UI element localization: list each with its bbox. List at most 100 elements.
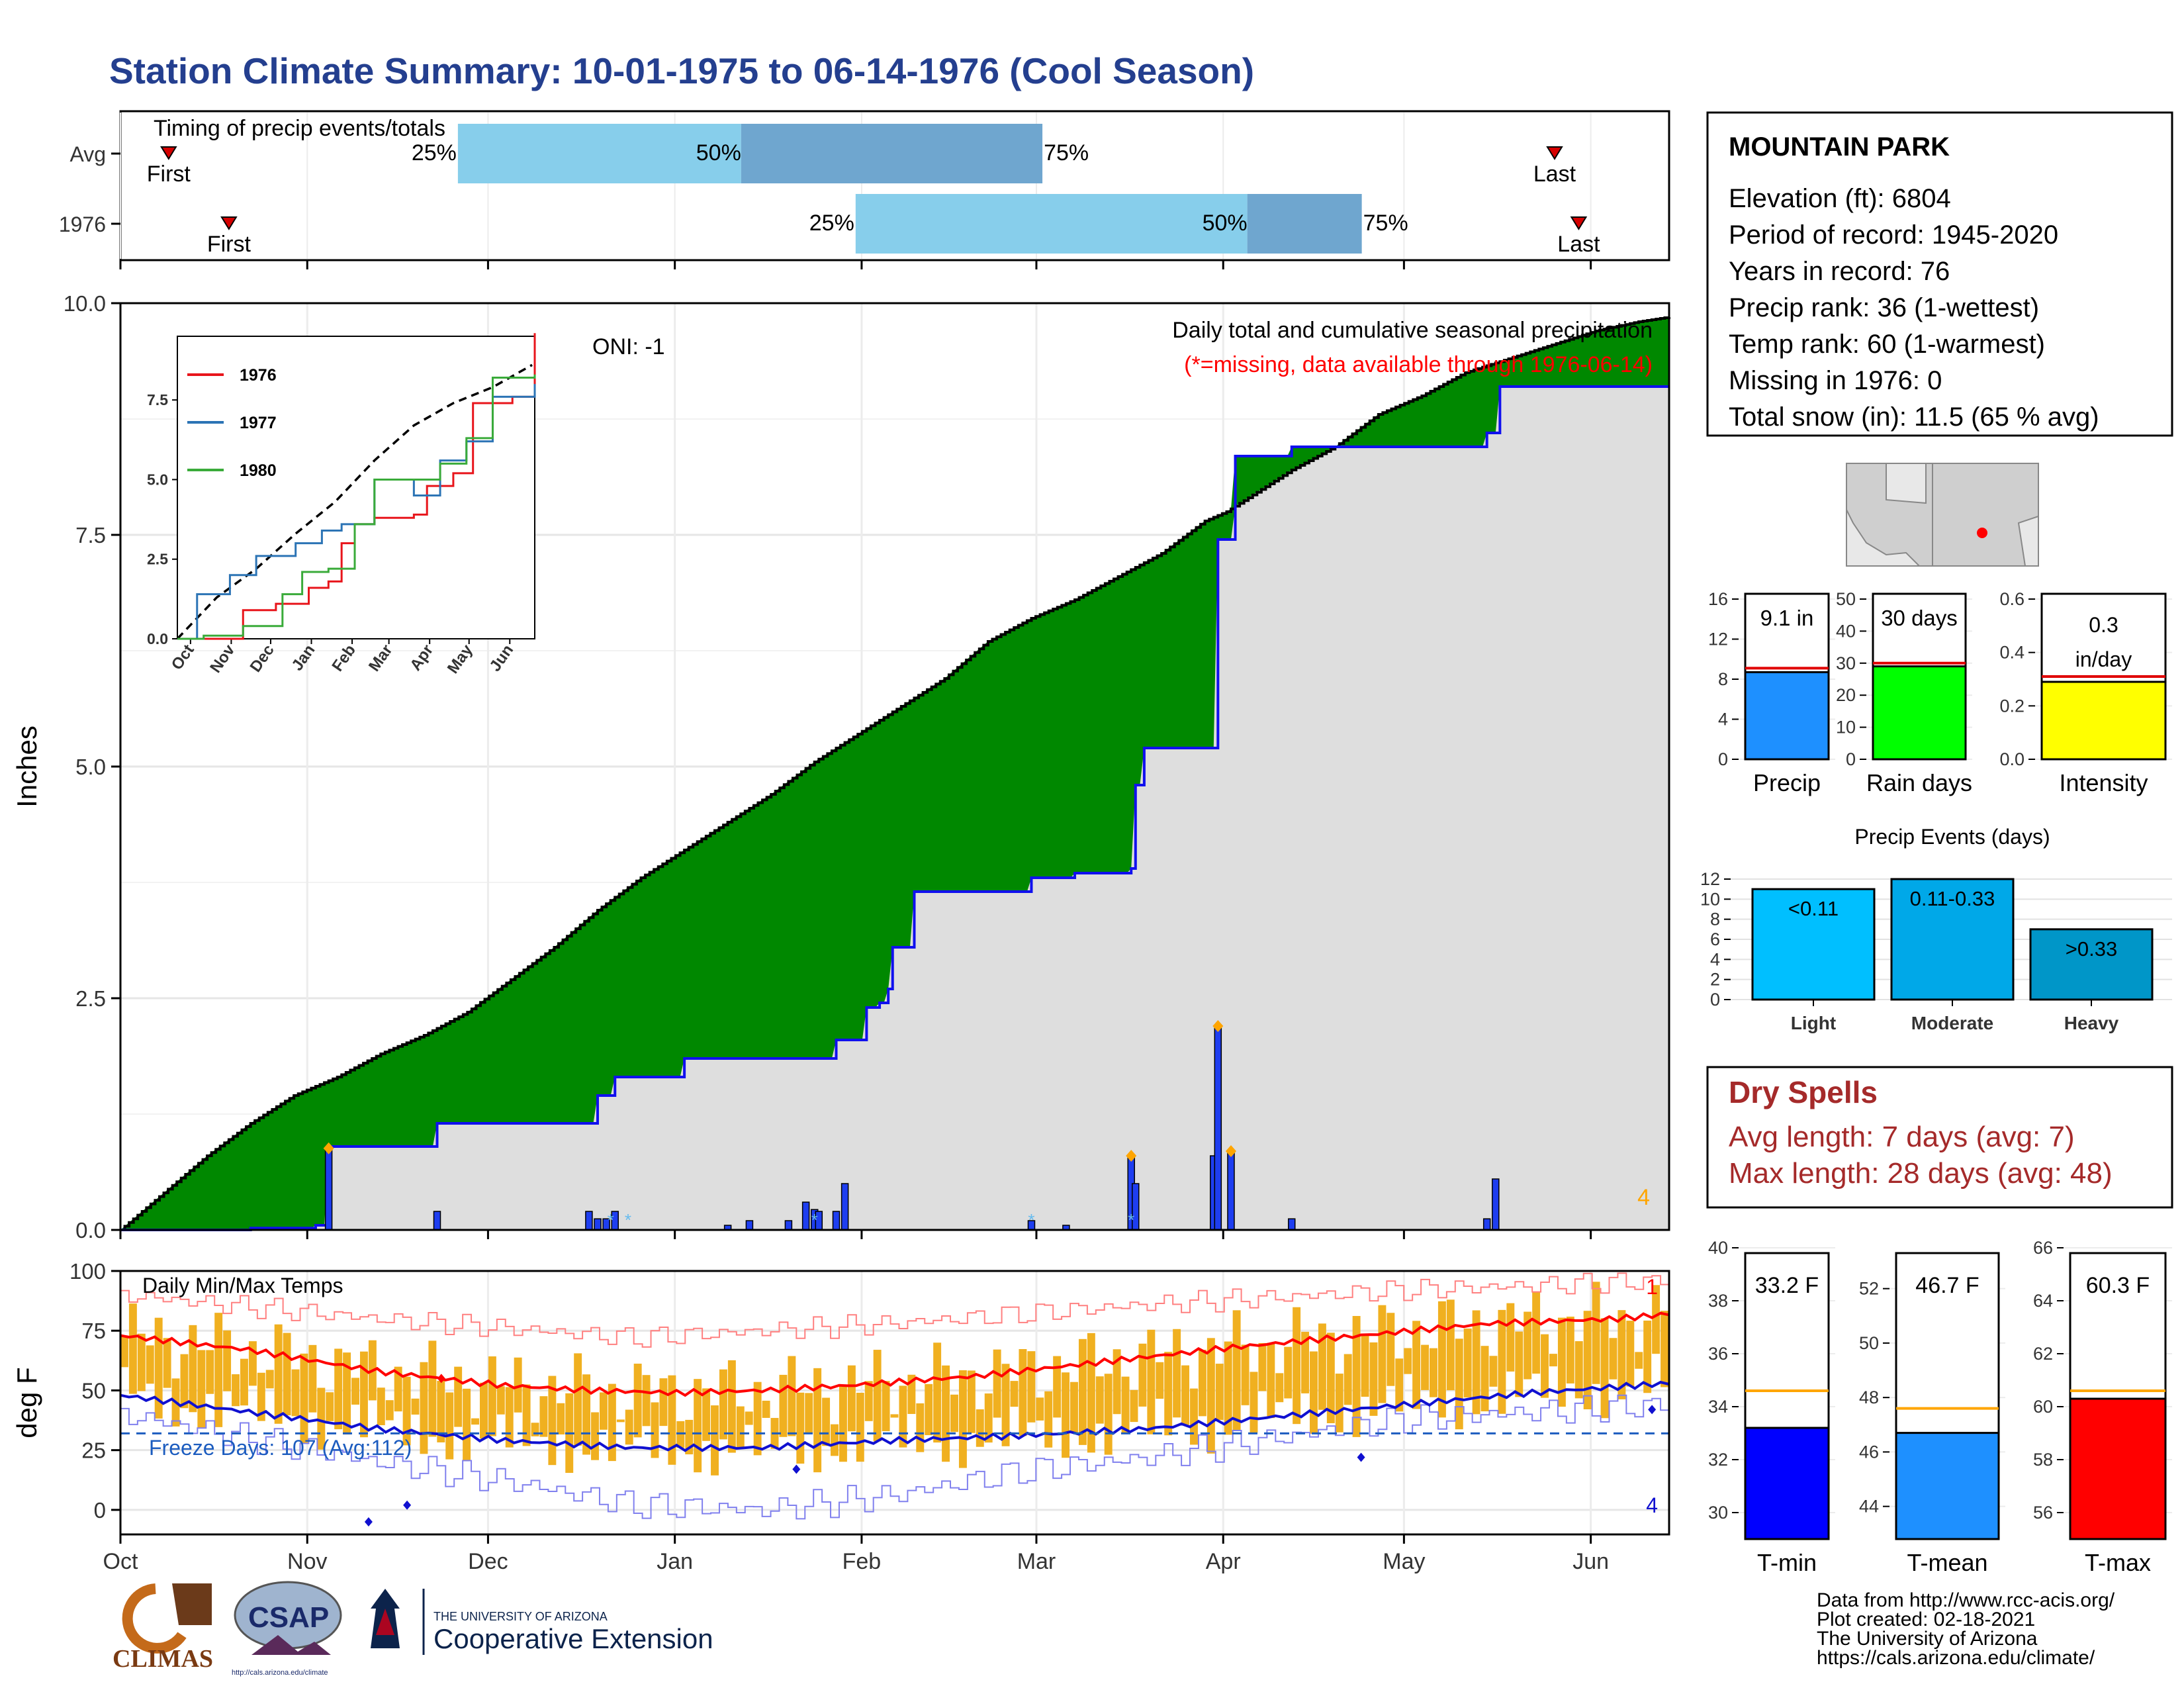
daily-temp-bar (1104, 1374, 1113, 1455)
daily-temp-bar (1001, 1364, 1010, 1446)
daily-temp-bar (531, 1423, 539, 1436)
temp-panel-label: Daily Min/Max Temps (142, 1274, 343, 1297)
daily-temp-bar (248, 1341, 257, 1386)
logos: CLIMAS CSAP http://cals.arizona.edu/clim… (113, 1581, 713, 1677)
timing-percent-label: 50% (696, 140, 741, 165)
daily-precip-bar (1482, 1218, 1491, 1231)
daily-temp-bar (1574, 1341, 1583, 1399)
precip-y-tick-label: 2.5 (75, 986, 106, 1011)
daily-temp-bar (257, 1372, 265, 1421)
temp-box-y-tick-label: 30 (1708, 1503, 1728, 1523)
daily-temp-bar (950, 1394, 958, 1432)
record-day-marker (437, 1374, 445, 1383)
daily-temp-bar (163, 1338, 171, 1388)
daily-temp-bar (548, 1376, 557, 1466)
daily-temp-bar (1206, 1338, 1215, 1454)
missing-day-marker: * (811, 1210, 818, 1230)
temp-box-value-bar (2069, 1397, 2167, 1540)
daily-temp-bar (1661, 1311, 1668, 1387)
daily-temp-bar (736, 1406, 745, 1449)
mini-y-tick-label: 12 (1708, 630, 1728, 649)
timing-bar-50-75 (1247, 194, 1362, 254)
daily-precip-bar (841, 1183, 849, 1231)
daily-temp-bar (864, 1381, 873, 1421)
station-snow: Total snow (in): 11.5 (65 % avg) (1729, 402, 2099, 432)
daily-temp-bar (1361, 1335, 1369, 1397)
daily-temp-bar (702, 1388, 711, 1441)
events-y-tick-label: 0 (1710, 990, 1720, 1009)
daily-precip-bar (324, 1148, 333, 1231)
daily-temp-bar (463, 1388, 471, 1461)
inset-legend-label: 1977 (240, 414, 277, 432)
events-y-tick-label: 4 (1710, 949, 1720, 969)
csap-logo-text: CSAP (248, 1601, 329, 1634)
record-max-line (120, 1272, 1670, 1348)
mini-y-tick-label: 0.4 (1999, 643, 2025, 663)
missing-note: (*=missing, data available through 1976-… (1184, 352, 1653, 377)
daily-temp-bar (916, 1403, 925, 1452)
timing-label: Timing of precip events/totals (154, 116, 445, 141)
daily-temp-bar (1310, 1351, 1318, 1434)
events-x-tick-label: Moderate (1911, 1013, 1993, 1033)
daily-temp-bar (1284, 1346, 1293, 1399)
daily-temp-bar (223, 1330, 232, 1391)
record-day-marker (364, 1517, 373, 1526)
temp-box-y-tick-label: 58 (2033, 1450, 2053, 1470)
daily-temp-bar (796, 1392, 805, 1464)
timing-row-label: Avg (69, 142, 106, 166)
daily-temp-bar (591, 1412, 599, 1460)
daily-temp-bar (1258, 1342, 1267, 1391)
daily-temp-bar (1437, 1301, 1446, 1418)
daily-temp-bar (625, 1409, 633, 1445)
timing-last-marker (1546, 146, 1563, 160)
event-bar (1890, 878, 2015, 1001)
timing-last-label: Last (1533, 162, 1576, 187)
footer-data-source: Data from http://www.rcc-acis.org/ (1817, 1589, 2115, 1611)
events-title: Precip Events (days) (1854, 825, 2050, 849)
month-tick-label: Mar (1017, 1549, 1056, 1574)
daily-temp-bar (334, 1348, 343, 1430)
daily-temp-bar (326, 1392, 334, 1421)
mini-value-label: in/day (2075, 647, 2132, 671)
mini-y-tick-label: 0.2 (1999, 696, 2025, 716)
average-max-line (120, 1311, 1670, 1397)
daily-precip-bar (1214, 1025, 1222, 1231)
daily-temp-bar (608, 1383, 616, 1462)
daily-temp-bar (967, 1370, 976, 1433)
daily-temp-bar (719, 1369, 727, 1440)
daily-temp-bar (1626, 1321, 1635, 1387)
daily-temp-bar (711, 1405, 719, 1476)
daily-temp-bar (805, 1393, 813, 1434)
missing-day-marker: * (1028, 1210, 1034, 1230)
timing-first-label: First (207, 232, 251, 257)
daily-precip-bar (585, 1211, 593, 1231)
events-y-tick-label: 12 (1700, 869, 1720, 889)
daily-temp-bar (984, 1393, 993, 1443)
dry-spells-title: Dry Spells (1729, 1075, 1878, 1109)
daily-temp-bar (899, 1385, 907, 1448)
daily-temp-bar (1404, 1348, 1412, 1374)
freeze-days-label: Freeze Days: 107 (Avg:112) (149, 1436, 412, 1460)
daily-temp-bar (445, 1392, 454, 1460)
daily-temp-bar (1549, 1354, 1557, 1367)
daily-temp-bar (154, 1317, 163, 1419)
daily-temp-bar (1164, 1352, 1173, 1436)
daily-temp-bar (488, 1356, 496, 1436)
daily-temp-bar (925, 1383, 933, 1436)
station-location-marker (1977, 528, 1987, 538)
daily-temp-bar (300, 1353, 308, 1444)
record-min-line (120, 1394, 1670, 1520)
cumulative-1976-line (120, 385, 1669, 1231)
daily-temp-bar (685, 1419, 694, 1455)
temp-y-axis-label: deg F (11, 1367, 42, 1438)
daily-temp-bar (1070, 1382, 1078, 1433)
dry-spells-box: Dry Spells Avg length: 7 days (avg: 7) M… (1706, 1066, 2173, 1209)
daily-precip-bar (784, 1220, 793, 1231)
daily-temp-bar (659, 1378, 668, 1427)
daily-temp-bar (1173, 1329, 1181, 1418)
events-x-tick-label: Heavy (2064, 1013, 2119, 1033)
missing-day-marker: * (608, 1210, 614, 1230)
daily-temp-bar (505, 1387, 514, 1448)
station-elevation: Elevation (ft): 6804 (1729, 184, 1951, 213)
